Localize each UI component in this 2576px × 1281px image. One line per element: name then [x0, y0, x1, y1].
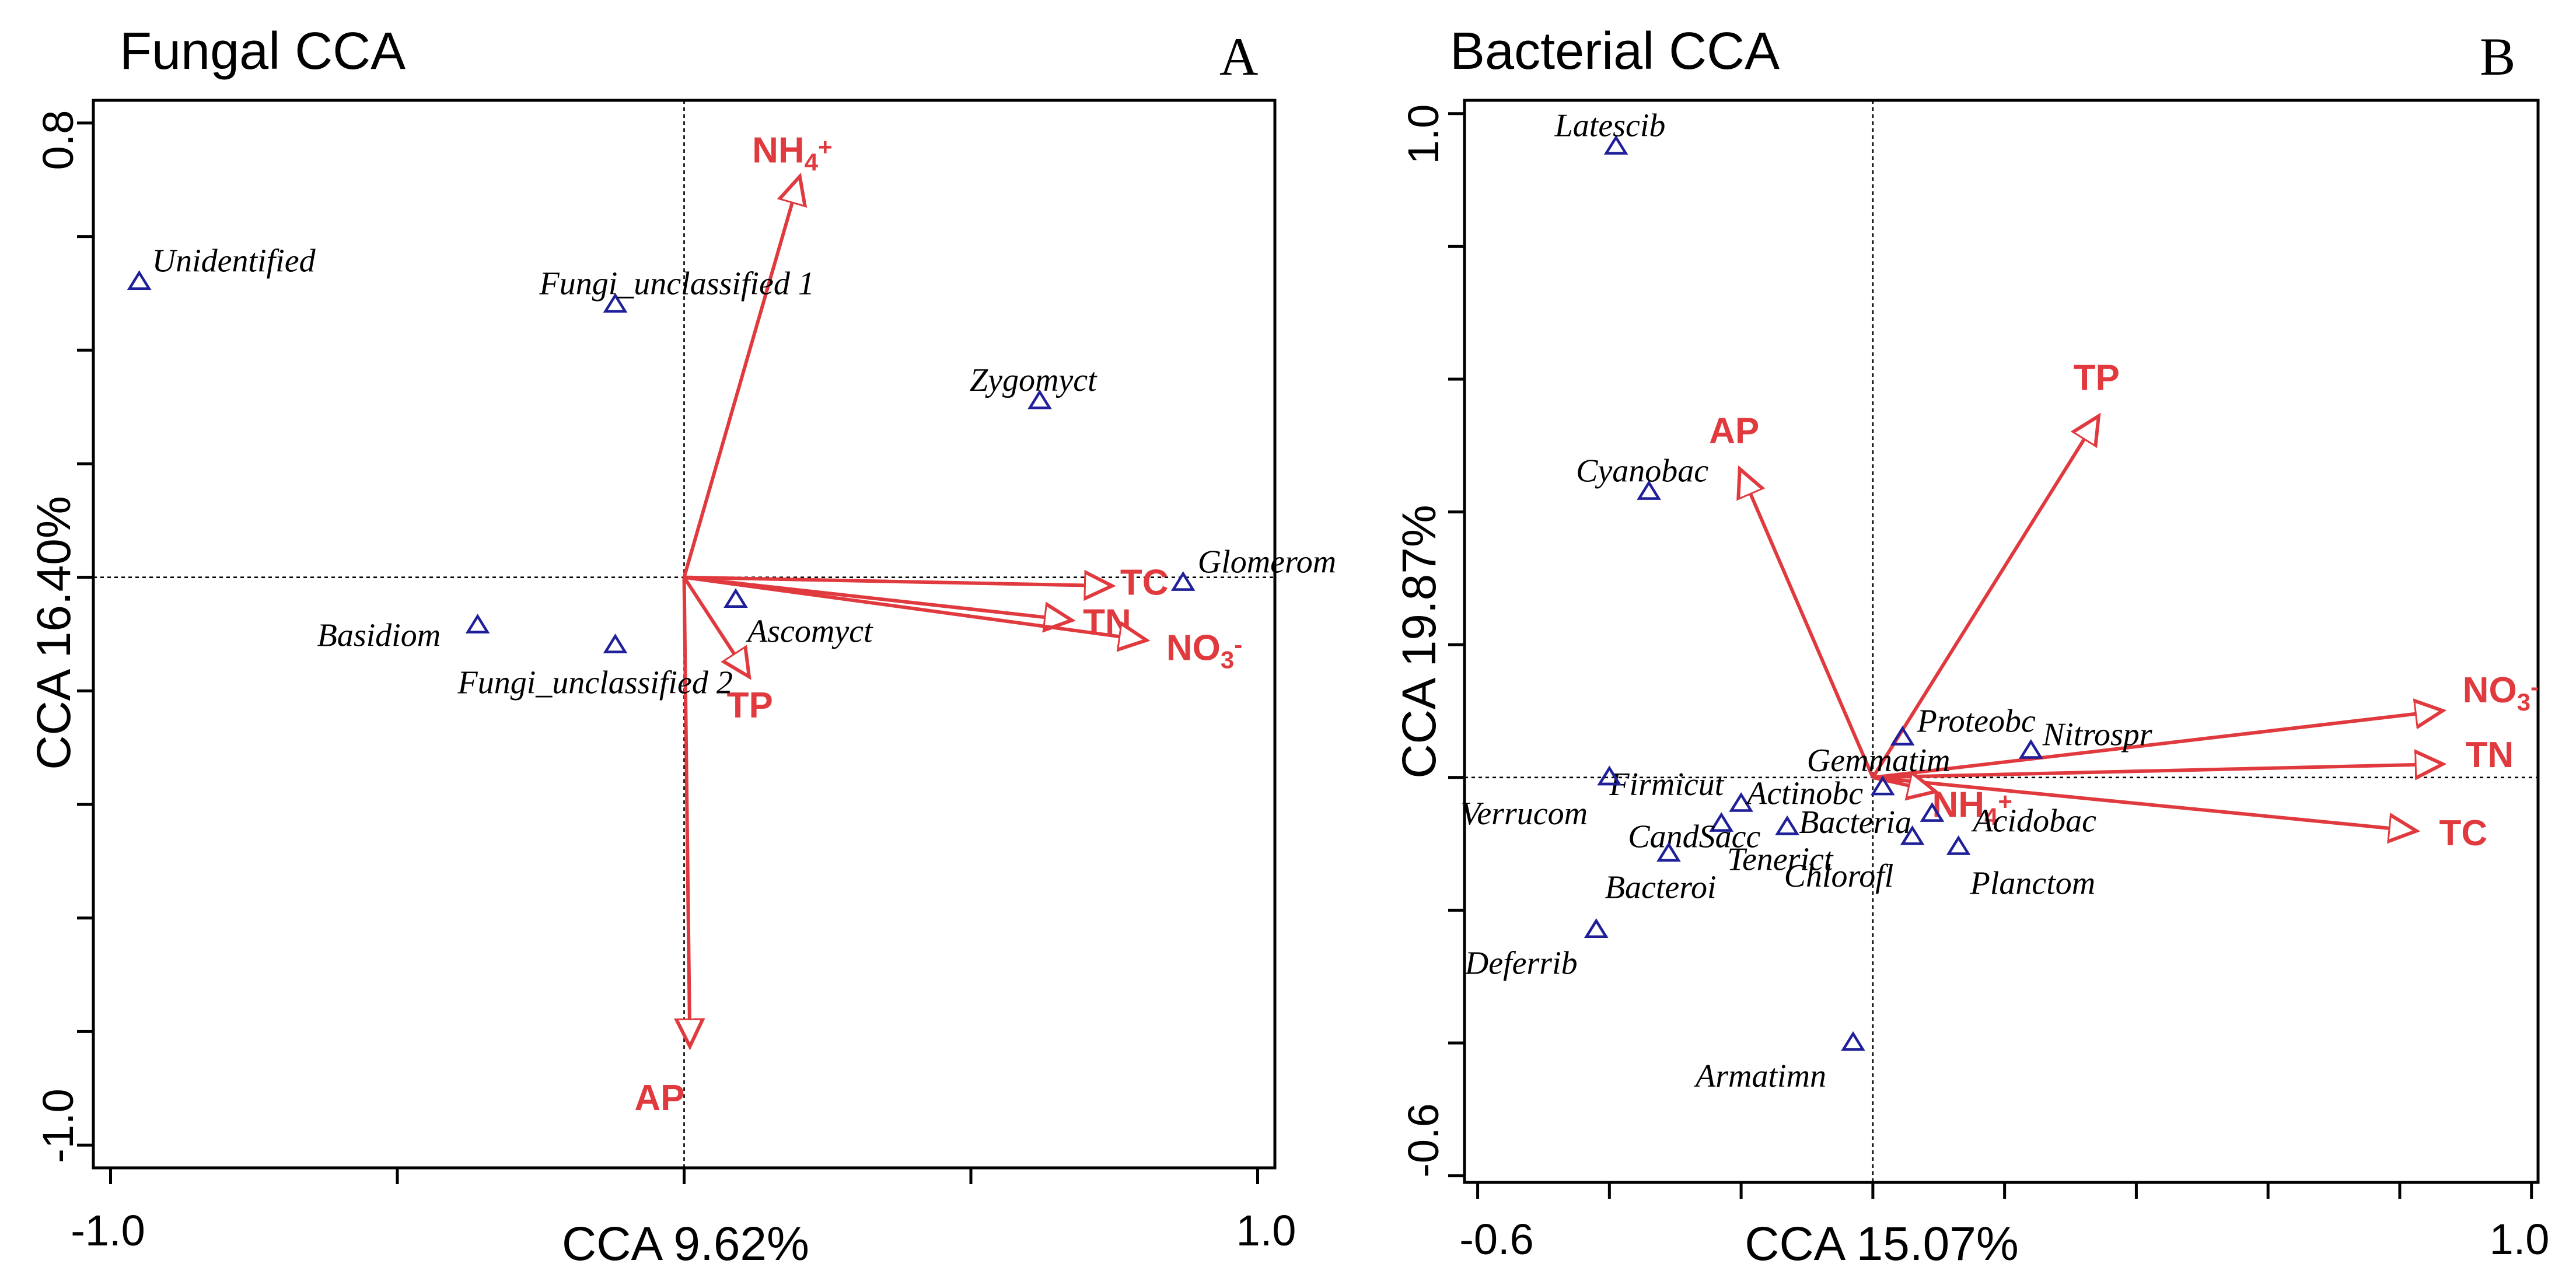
taxon-latescib-marker — [1603, 135, 1628, 155]
taxon-bacteria-marker — [1775, 815, 1799, 835]
taxon-verrucom-marker — [1597, 765, 1622, 786]
vector-tp-label: TP — [2074, 358, 2120, 398]
taxon-acidobac-label: Acidobac — [1970, 803, 2096, 839]
taxon-cyanobac-marker — [1637, 480, 1661, 500]
fungal-cca-title: Fungal CCA — [120, 22, 406, 80]
bacterial-y-axis-title: CCA 19.87% — [1393, 505, 1446, 779]
taxon-deferrib-marker — [1584, 918, 1609, 938]
bacterial-axis-ticks — [1448, 112, 2533, 1199]
taxon-ascomyct-label: Ascomyct — [745, 614, 873, 650]
vector-tc-label: TC — [2439, 813, 2488, 853]
taxon-fungi-unclassified-2-label: Fungi_unclassified 2 — [457, 664, 733, 701]
taxon-proteobc-marker — [1890, 726, 1915, 746]
taxon-candsacc-marker — [1709, 812, 1734, 832]
bacterial-plot-frame — [1463, 99, 2540, 1184]
taxon-bacteroi-label: Bacteroi — [1605, 870, 1717, 906]
vector-nh4-arrow — [682, 180, 799, 578]
taxon-firmicut-label: Firmicut — [1609, 766, 1724, 803]
taxon-ascomyct-marker — [723, 588, 748, 608]
taxon-zygomyct-marker — [1027, 389, 1052, 410]
taxon-planctom-label: Planctom — [1970, 865, 2096, 901]
vector-tc-arrow — [684, 578, 1109, 586]
taxon-glomerom-marker — [1170, 571, 1196, 591]
taxon-cyanobac-label: Cyanobac — [1576, 453, 1708, 489]
fungal-y-axis-title: CCA 16.40% — [27, 496, 81, 770]
taxon-nitrospr-label: Nitrospr — [2042, 716, 2152, 752]
taxon-gemmatim-marker — [1870, 775, 1895, 796]
vector-tp-label: TP — [727, 685, 773, 726]
taxon-zygomyct-label: Zygomyct — [970, 362, 1097, 398]
vector-tp-arrow — [1871, 419, 2097, 779]
bacterial-x-axis-title: CCA 15.07% — [1745, 1217, 2019, 1270]
taxon-fungi-unclassified-2-marker — [603, 634, 628, 653]
vector-no3-label: NO3- — [1166, 628, 1242, 674]
taxon-deferrib-label: Deferrib — [1464, 946, 1578, 982]
fungal-ytick-top: 0.8 — [34, 110, 82, 170]
bacterial-zero-lines — [1464, 100, 2538, 1182]
taxon-acidobac-marker — [1920, 802, 1945, 822]
bacterial-xtick-right: 1.0 — [2490, 1215, 2550, 1264]
vector-no3-arrow — [1872, 711, 2439, 779]
vector-tc-arrow — [1872, 775, 2413, 831]
taxon-candsacc-label: CandSacc — [1628, 818, 1760, 855]
fungal-axis-ticks — [77, 121, 1260, 1184]
taxon-tenerict-marker — [1656, 842, 1681, 862]
taxon-fungi-unclassified-1-label: Fungi_unclassified 1 — [539, 265, 815, 302]
vector-no3-label: NO3- — [2463, 670, 2539, 716]
vector-nh4-label: NH4+ — [752, 130, 832, 176]
taxon-latescib-label: Latescib — [1554, 108, 1666, 144]
taxon-actinobc-marker — [1729, 792, 1753, 812]
fungal-x-axis-title: CCA 9.62% — [562, 1217, 809, 1270]
taxon-tenerict-label: Tenerict — [1727, 842, 1834, 878]
taxon-glomerom-label: Glomerom — [1198, 544, 1336, 580]
vector-tn-arrow — [1872, 764, 2439, 778]
bacterial-taxa-points: Latescib Cyanobac Proteobc Nitrospr Gemmatim… — [1460, 108, 2152, 1094]
vector-tn-label: TN — [2466, 735, 2514, 775]
taxon-basidiom-marker — [465, 614, 490, 634]
vector-ap-arrow — [684, 577, 690, 1043]
vector-no3-arrow — [684, 575, 1143, 640]
taxon-gemmatim-label: Gemmatim — [1807, 743, 1951, 779]
taxon-actinobc-label: Actinobc — [1745, 775, 1863, 811]
fungal-xtick-right: 1.0 — [1236, 1206, 1296, 1255]
bacterial-cca-title: Bacterial CCA — [1450, 22, 1780, 80]
fungal-xtick-left: -1.0 — [71, 1206, 145, 1255]
taxon-planctom-marker — [1946, 835, 1971, 855]
vector-ap-label: AP — [634, 1078, 684, 1118]
fungal-ytick-bottom: -1.0 — [34, 1088, 82, 1163]
vector-ap-arrow — [1741, 472, 1875, 778]
taxon-basidiom-label: Basidiom — [317, 617, 441, 653]
taxon-proteobc-label: Proteobc — [1917, 704, 2036, 740]
panel-letter-b: B — [2480, 27, 2515, 86]
taxon-verrucom-label: Verrucom — [1460, 796, 1588, 832]
taxon-nitrospr-marker — [2018, 738, 2043, 759]
taxon-chlorofl-label: Chlorofl — [1784, 858, 1894, 894]
taxon-unidentified-marker — [127, 270, 152, 290]
bacterial-ytick-bottom: -0.6 — [1399, 1103, 1448, 1178]
taxon-armatimn-marker — [1841, 1031, 1865, 1051]
taxon-chlorofl-marker — [1900, 825, 1925, 845]
bacterial-ytick-top: 1.0 — [1399, 104, 1448, 164]
panel-letter-a: A — [1219, 27, 1258, 86]
vector-ap-label: AP — [1709, 411, 1759, 451]
taxon-fungi-unclassified-1-marker — [603, 293, 628, 313]
vector-tc-label: TC — [1120, 562, 1169, 603]
taxon-unidentified-label: Unidentified — [152, 243, 316, 279]
taxon-bacteria-label: Bacteria — [1799, 804, 1911, 841]
fungal-taxa-points: Unidentified Fungi_unclassified 1 Zygomyct… — [127, 243, 1336, 701]
taxon-armatimn-label: Armatimn — [1693, 1058, 1826, 1094]
vector-tp-arrow — [682, 576, 747, 674]
bacterial-xtick-left: -0.6 — [1459, 1215, 1534, 1264]
